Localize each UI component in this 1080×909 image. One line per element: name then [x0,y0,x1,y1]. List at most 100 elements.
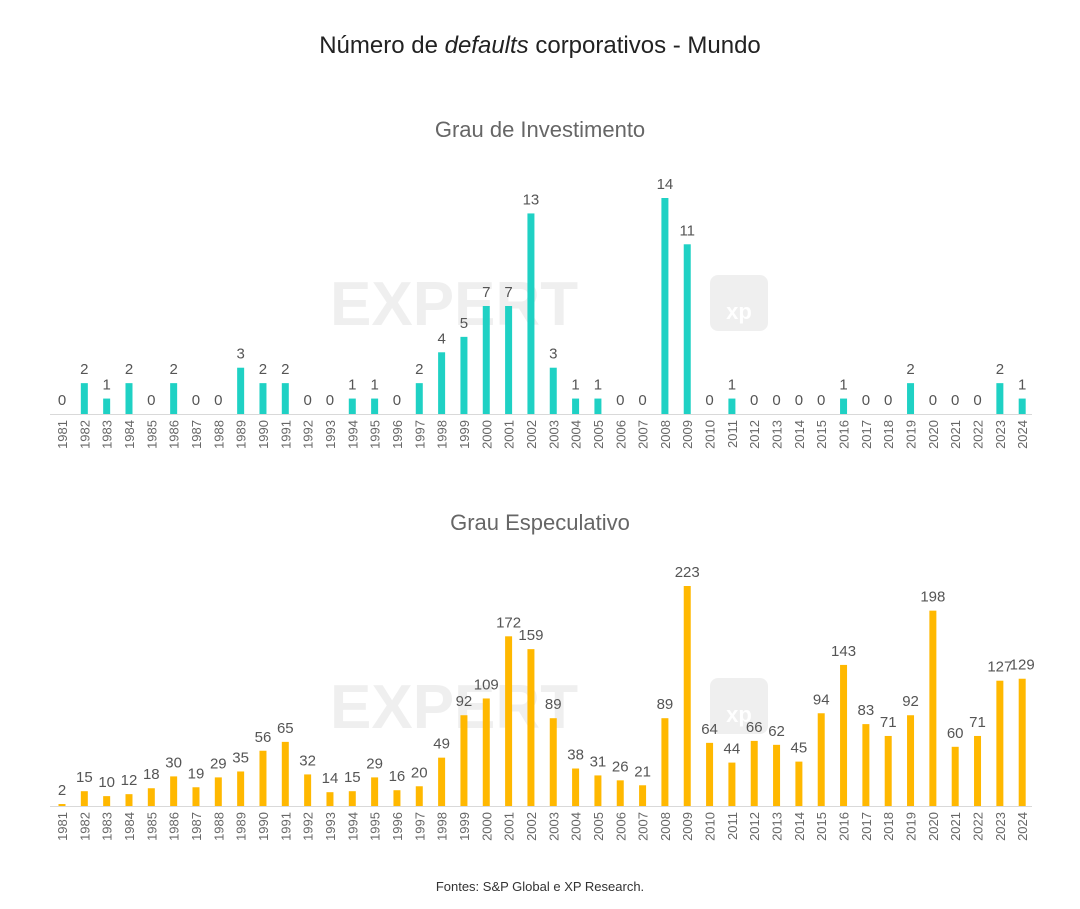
investment-tick-label: 2013 [770,420,785,449]
investment-tick-label: 1992 [301,420,316,449]
investment-tick-label: 2024 [1015,420,1030,449]
speculative-bar-1988 [214,777,222,806]
investment-data-label: 1 [102,377,110,394]
investment-tick-label: 2001 [502,420,517,449]
investment-bar-1994 [348,398,356,414]
investment-data-label: 0 [862,392,870,409]
investment-tick-label: 1990 [256,420,271,449]
speculative-bar-1995 [371,777,379,806]
speculative-data-label: 71 [969,714,986,731]
main-title-suffix: corporativos - Mundo [528,32,761,59]
investment-tick-label: 2005 [591,420,606,449]
speculative-tick-label: 1988 [211,812,226,841]
investment-data-label: 7 [482,284,490,301]
investment-tick-label: 2007 [636,420,651,449]
speculative-data-label: 31 [590,753,607,770]
investment-data-label: 2 [80,361,88,378]
speculative-bar-1999 [460,715,468,806]
speculative-data-label: 65 [277,720,294,737]
investment-bar-2005 [594,398,602,414]
speculative-data-label: 89 [657,696,674,713]
speculative-tick-label: 2000 [479,812,494,841]
investment-data-label: 3 [236,346,244,363]
investment-tick-label: 1989 [234,420,249,449]
investment-tick-label: 1997 [412,420,427,449]
speculative-bar-1989 [237,771,245,806]
investment-tick-label: 2014 [792,420,807,449]
speculative-bar-2009 [683,586,691,806]
investment-data-label: 0 [884,392,892,409]
investment-tick-label: 2000 [479,420,494,449]
investment-data-label: 2 [281,361,289,378]
speculative-tick-label: 1995 [368,812,383,841]
investment-tick-label: 1991 [278,420,293,449]
speculative-data-label: 71 [880,714,897,731]
speculative-bar-1983 [103,796,111,806]
investment-data-label: 0 [817,392,825,409]
investment-bar-1989 [237,367,245,414]
investment-data-label: 2 [996,361,1004,378]
watermark-logo: EXPERT xp [330,275,768,331]
speculative-data-label: 129 [1010,657,1035,674]
speculative-tick-label: 2014 [792,812,807,841]
watermark-badge [710,678,768,734]
investment-tick-label: 2021 [948,420,963,449]
speculative-tick-label: 1986 [167,812,182,841]
speculative-bar-2005 [594,775,602,806]
speculative-tick-label: 2003 [546,812,561,841]
speculative-tick-label: 2016 [837,812,852,841]
speculative-data-label: 89 [545,696,562,713]
investment-tick-label: 1982 [77,420,92,449]
chart-title-investment: Grau de Investimento [434,117,646,142]
speculative-data-label: 92 [902,693,919,710]
speculative-bar-1982 [80,791,88,806]
speculative-bar-2017 [862,724,870,806]
investment-tick-label: 1984 [122,420,137,449]
speculative-bar-1997 [415,786,423,806]
speculative-bar-2010 [706,742,714,806]
speculative-bar-1986 [170,776,178,806]
speculative-data-label: 223 [675,564,700,581]
investment-bar-1982 [80,383,88,414]
speculative-tick-label: 2022 [971,812,986,841]
investment-tick-label: 2012 [747,420,762,449]
speculative-tick-label: 1993 [323,812,338,841]
investment-bar-2003 [549,367,557,414]
speculative-bar-1987 [192,787,200,806]
speculative-tick-label: 2008 [658,812,673,841]
speculative-tick-label: 2007 [636,812,651,841]
speculative-data-label: 15 [76,769,93,786]
investment-tick-label: 1985 [144,420,159,449]
speculative-data-label: 109 [474,676,499,693]
speculative-data-label: 2 [58,782,66,799]
investment-bar-2008 [661,198,669,414]
speculative-data-label: 56 [255,729,272,746]
investment-tick-label: 2008 [658,420,673,449]
investment-data-label: 2 [415,361,423,378]
speculative-data-label: 12 [121,772,138,789]
speculative-tick-label: 1990 [256,812,271,841]
speculative-data-label: 159 [518,627,543,644]
speculative-tick-label: 2011 [725,812,740,840]
speculative-bar-2008 [661,718,669,806]
speculative-tick-label: 1996 [390,812,405,841]
speculative-data-label: 16 [389,768,406,785]
investment-bar-1991 [281,383,289,414]
investment-data-label: 0 [750,392,758,409]
speculative-tick-label: 2020 [926,812,941,841]
watermark-logo: EXPERT xp [330,678,768,734]
speculative-bar-2007 [639,785,647,806]
investment-tick-label: 2023 [993,420,1008,449]
speculative-tick-label: 2001 [502,812,517,841]
investment-tick-label: 2022 [971,420,986,449]
speculative-bar-2014 [795,761,803,806]
investment-bar-2004 [572,398,580,414]
speculative-bar-1991 [281,741,289,806]
speculative-tick-label: 1984 [122,812,137,841]
investment-bar-2002 [527,213,535,414]
speculative-tick-label: 2013 [770,812,785,841]
speculative-tick-label: 1999 [457,812,472,841]
investment-tick-label: 2015 [814,420,829,449]
speculative-bar-2012 [750,740,758,806]
investment-bar-2023 [996,383,1004,414]
